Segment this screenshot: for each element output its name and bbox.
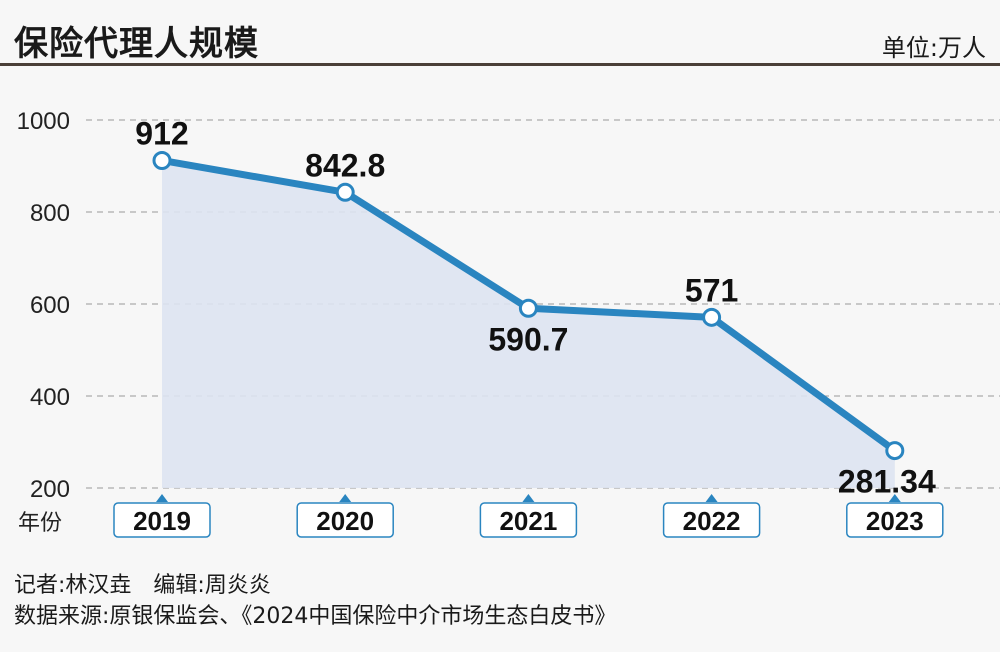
year-tag — [296, 502, 394, 538]
y-tick-label: 600 — [30, 292, 70, 319]
y-tick-label: 1000 — [17, 108, 70, 135]
year-tag — [479, 502, 578, 538]
x-tick-label: 2021 — [499, 506, 557, 536]
data-label: 842.8 — [305, 147, 385, 183]
area-fill — [162, 160, 895, 489]
source-text: 数据来源:原银保监会、《2024中国保险中介市场生态白皮书》 — [14, 604, 617, 629]
year-tag — [846, 502, 944, 538]
unit-label: 单位:万人 — [881, 34, 986, 62]
y-tick-label: 800 — [30, 200, 70, 227]
year-tag — [662, 502, 761, 538]
year-tag — [113, 502, 211, 538]
tag-pointer — [156, 494, 168, 502]
data-label: 281.34 — [838, 464, 936, 500]
x-tick-label: 2022 — [683, 506, 741, 536]
x-axis-label: 年份 — [18, 511, 62, 536]
tag-pointer — [705, 494, 718, 502]
x-tick-label: 2023 — [866, 506, 924, 536]
data-label: 912 — [135, 115, 188, 151]
title-divider — [0, 63, 1000, 66]
chart-title: 保险代理人规模 — [14, 24, 259, 64]
data-point — [518, 298, 538, 318]
y-tick-label: 400 — [30, 384, 70, 411]
data-label: 571 — [685, 272, 738, 308]
data-point — [152, 150, 172, 170]
credit-text: 记者:林汉垚 编辑:周炎炎 — [14, 573, 271, 598]
line-chart: 200 400 600 800 1000 912 842.8 590.7 571 281.34 年份… — [17, 108, 1000, 538]
data-label: 590.7 — [488, 321, 568, 357]
x-tick-label: 2019 — [133, 506, 191, 536]
x-tick-label: 2020 — [316, 506, 374, 536]
data-point — [702, 307, 722, 327]
y-tick-label: 200 — [30, 476, 70, 503]
tag-pointer — [339, 494, 352, 502]
tag-pointer — [522, 494, 535, 502]
tag-pointer — [888, 494, 901, 502]
data-point — [335, 182, 355, 202]
data-point — [885, 441, 905, 461]
